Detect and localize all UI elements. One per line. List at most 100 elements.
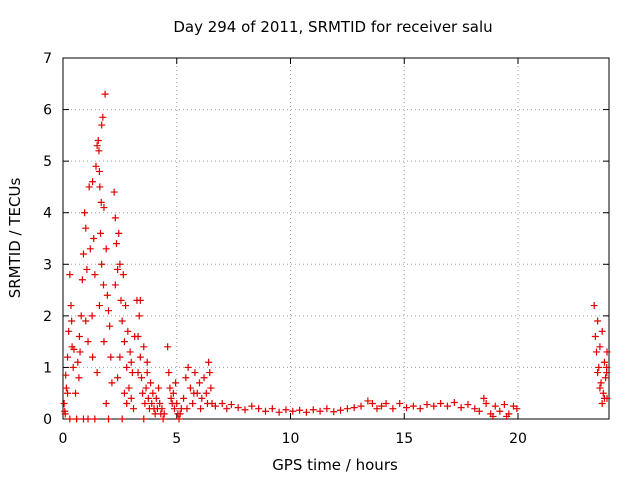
data-point	[78, 276, 86, 284]
data-point	[176, 410, 184, 418]
data-point	[603, 348, 611, 356]
data-point	[69, 363, 77, 371]
data-point	[200, 374, 208, 382]
data-point	[115, 229, 123, 237]
data-point	[73, 415, 81, 423]
data-point	[60, 400, 68, 408]
x-tick-label: 0	[59, 431, 68, 447]
data-point	[70, 345, 78, 353]
data-point	[101, 90, 109, 98]
data-point	[112, 240, 120, 248]
data-point	[373, 405, 381, 413]
data-point	[599, 389, 607, 397]
data-point	[118, 415, 126, 423]
data-point	[496, 407, 504, 415]
data-point	[124, 327, 132, 335]
data-point	[158, 405, 166, 413]
data-point	[95, 302, 103, 310]
data-point	[437, 400, 445, 408]
data-point	[77, 312, 85, 320]
data-point	[140, 343, 148, 351]
data-point	[117, 296, 125, 304]
data-point	[127, 394, 135, 402]
x-axis-label: GPS time / hours	[272, 456, 398, 474]
data-point	[67, 302, 75, 310]
y-tick-label: 5	[43, 154, 52, 170]
data-point	[89, 353, 97, 361]
data-point	[136, 296, 144, 304]
data-point	[84, 338, 92, 346]
data-point	[202, 389, 210, 397]
data-point	[122, 302, 130, 310]
data-point	[337, 406, 345, 414]
data-point	[82, 224, 90, 232]
data-point	[255, 405, 263, 413]
data-point	[205, 358, 213, 366]
data-point	[141, 400, 149, 408]
data-point	[207, 384, 215, 392]
data-point	[107, 353, 115, 361]
data-point	[423, 401, 431, 409]
data-point	[170, 405, 178, 413]
data-point	[111, 281, 119, 289]
data-point	[600, 394, 608, 402]
data-point	[114, 265, 122, 273]
data-point	[343, 405, 351, 413]
data-point	[94, 137, 102, 145]
data-point	[592, 348, 600, 356]
data-point	[81, 209, 89, 217]
data-point	[105, 307, 112, 315]
data-point	[102, 245, 110, 253]
data-point	[62, 384, 70, 392]
data-point	[143, 369, 151, 377]
data-point	[137, 374, 145, 382]
data-point	[142, 384, 150, 392]
data-point	[108, 379, 116, 387]
data-point	[149, 389, 157, 397]
data-point	[218, 400, 226, 408]
data-point	[603, 363, 611, 371]
data-point	[119, 271, 127, 279]
data-point	[513, 405, 521, 413]
y-tick-label: 4	[43, 206, 52, 222]
data-point	[450, 398, 458, 406]
data-point	[95, 147, 103, 155]
data-point	[396, 400, 404, 408]
data-point	[85, 183, 93, 191]
data-point	[98, 260, 106, 268]
data-point	[148, 400, 156, 408]
data-point	[126, 348, 134, 356]
y-tick-label: 2	[43, 309, 52, 325]
data-point	[597, 379, 605, 387]
data-point	[100, 204, 108, 212]
data-point	[159, 415, 167, 423]
data-point	[590, 302, 598, 310]
data-point	[190, 389, 198, 397]
data-point	[164, 343, 172, 351]
data-point	[196, 379, 203, 387]
data-point	[594, 369, 602, 377]
data-point	[289, 407, 297, 415]
data-point	[143, 358, 151, 366]
data-point	[147, 379, 155, 387]
data-point	[457, 404, 465, 412]
x-tick-label: 10	[282, 431, 300, 447]
data-point	[91, 415, 99, 423]
y-tick-label: 0	[43, 412, 52, 428]
data-point	[134, 369, 142, 377]
data-point	[116, 260, 124, 268]
data-point	[72, 389, 80, 397]
data-point	[167, 394, 175, 402]
data-point	[75, 332, 83, 340]
data-point	[88, 312, 96, 320]
data-point	[211, 402, 219, 410]
data-point	[598, 400, 606, 408]
y-tick-label: 1	[43, 360, 52, 376]
data-point	[482, 400, 490, 408]
data-point	[135, 312, 143, 320]
data-point	[323, 405, 331, 413]
data-point	[186, 384, 194, 392]
data-points	[60, 90, 611, 423]
data-point	[84, 415, 92, 423]
